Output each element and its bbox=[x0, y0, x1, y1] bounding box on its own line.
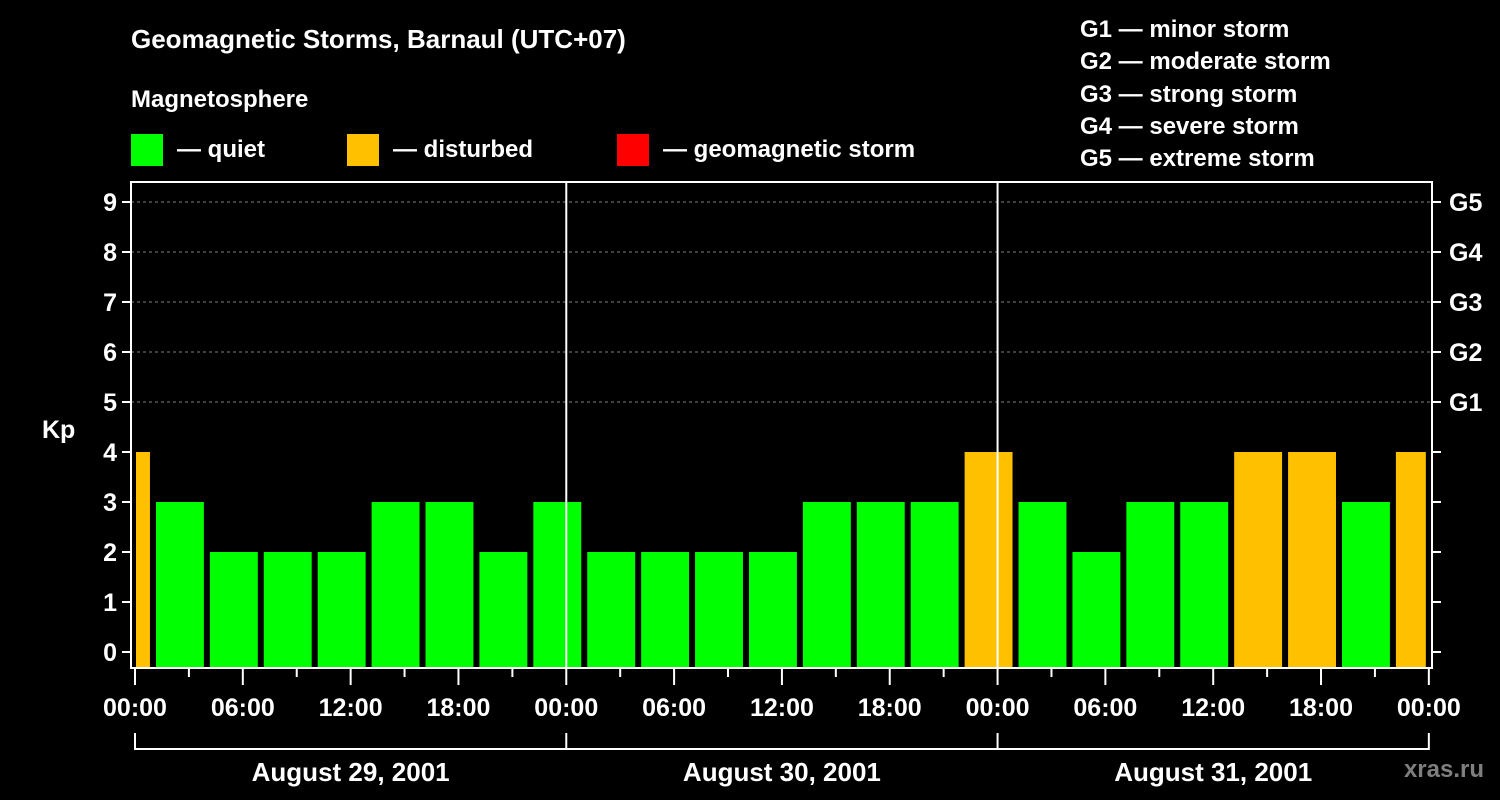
kp-bar bbox=[1180, 502, 1229, 668]
kp-bar bbox=[748, 552, 797, 668]
g-scale-legend: G1 — minor storm G2 — moderate storm G3 … bbox=[1080, 14, 1331, 175]
kp-bar bbox=[1395, 452, 1426, 668]
y-tick-label: 7 bbox=[103, 289, 117, 317]
kp-bar bbox=[155, 502, 204, 668]
kp-bar bbox=[425, 502, 474, 668]
x-tick-label: 18:00 bbox=[426, 694, 490, 722]
kp-bar bbox=[1288, 452, 1336, 668]
x-tick-label: 18:00 bbox=[1289, 694, 1353, 722]
y-tick-label: 8 bbox=[103, 239, 117, 267]
kp-bar bbox=[641, 552, 690, 668]
kp-bar bbox=[263, 552, 312, 668]
y-tick-label: 0 bbox=[103, 639, 117, 667]
watermark: xras.ru bbox=[1403, 756, 1484, 783]
g-scale-item: G2 — moderate storm bbox=[1080, 48, 1331, 76]
kp-bar bbox=[1126, 502, 1175, 668]
x-tick-label: 06:00 bbox=[1073, 694, 1137, 722]
day-label: August 31, 2001 bbox=[1114, 757, 1312, 787]
kp-bar bbox=[964, 452, 1013, 668]
legend-label: — disturbed bbox=[393, 136, 534, 163]
g-level-label: G5 bbox=[1449, 189, 1482, 217]
x-tick-label: 00:00 bbox=[1397, 694, 1461, 722]
y-tick-label: 3 bbox=[103, 489, 117, 517]
x-tick-label: 12:00 bbox=[319, 694, 383, 722]
legend-item-storm: — geomagnetic storm bbox=[617, 134, 915, 166]
g-level-label: G2 bbox=[1449, 339, 1482, 367]
kp-bar bbox=[1072, 552, 1121, 668]
g-scale-item: G4 — severe storm bbox=[1080, 112, 1299, 140]
x-tick-label: 12:00 bbox=[1181, 694, 1245, 722]
y-tick-label: 2 bbox=[103, 539, 117, 567]
kp-bar bbox=[1234, 452, 1283, 668]
kp-bar bbox=[1341, 502, 1390, 668]
legend-label: — quiet bbox=[177, 136, 265, 163]
x-tick-label: 06:00 bbox=[642, 694, 706, 722]
kp-bar bbox=[1018, 502, 1067, 668]
kp-bar bbox=[587, 552, 636, 668]
y-tick-label: 5 bbox=[103, 389, 117, 417]
x-tick-label: 00:00 bbox=[966, 694, 1030, 722]
kp-bar bbox=[317, 552, 366, 668]
kp-bar bbox=[856, 502, 905, 668]
legend-item-quiet: — quiet bbox=[131, 134, 265, 166]
g-scale-item: G1 — minor storm bbox=[1080, 16, 1290, 43]
x-tick-label: 00:00 bbox=[534, 694, 598, 722]
quiet-swatch bbox=[131, 134, 163, 166]
legend-heading: Magnetosphere bbox=[131, 86, 309, 113]
storm-swatch bbox=[617, 134, 649, 166]
y-tick-label: 4 bbox=[103, 439, 117, 467]
chart-title: Geomagnetic Storms, Barnaul (UTC+07) bbox=[131, 24, 626, 54]
g-level-label: G4 bbox=[1449, 239, 1482, 267]
kp-bar bbox=[533, 502, 582, 668]
y-tick-label: 6 bbox=[103, 339, 117, 367]
day-label: August 30, 2001 bbox=[683, 757, 881, 787]
kp-bar bbox=[802, 502, 851, 668]
kp-bar bbox=[209, 552, 258, 668]
g-scale-item: G5 — extreme storm bbox=[1080, 145, 1315, 173]
disturbed-swatch bbox=[347, 134, 379, 166]
kp-bar bbox=[695, 552, 743, 668]
g-level-label: G1 bbox=[1449, 389, 1482, 417]
g-scale-item: G3 — strong storm bbox=[1080, 80, 1298, 108]
kp-bar bbox=[479, 552, 528, 668]
day-label: August 29, 2001 bbox=[252, 757, 450, 787]
kp-bar bbox=[371, 502, 420, 668]
kp-bar bbox=[910, 502, 959, 668]
y-tick-label: 1 bbox=[103, 589, 117, 617]
y-tick-label: 9 bbox=[103, 189, 117, 217]
g-level-label: G3 bbox=[1449, 289, 1482, 317]
legend-label: — geomagnetic storm bbox=[663, 136, 916, 163]
x-tick-label: 00:00 bbox=[103, 694, 167, 722]
kp-bar bbox=[136, 452, 150, 668]
legend-item-disturbed: — disturbed bbox=[347, 134, 533, 166]
y-axis-label: Kp bbox=[42, 416, 75, 444]
x-tick-label: 06:00 bbox=[211, 694, 275, 722]
x-tick-label: 18:00 bbox=[858, 694, 922, 722]
x-tick-label: 12:00 bbox=[750, 694, 814, 722]
